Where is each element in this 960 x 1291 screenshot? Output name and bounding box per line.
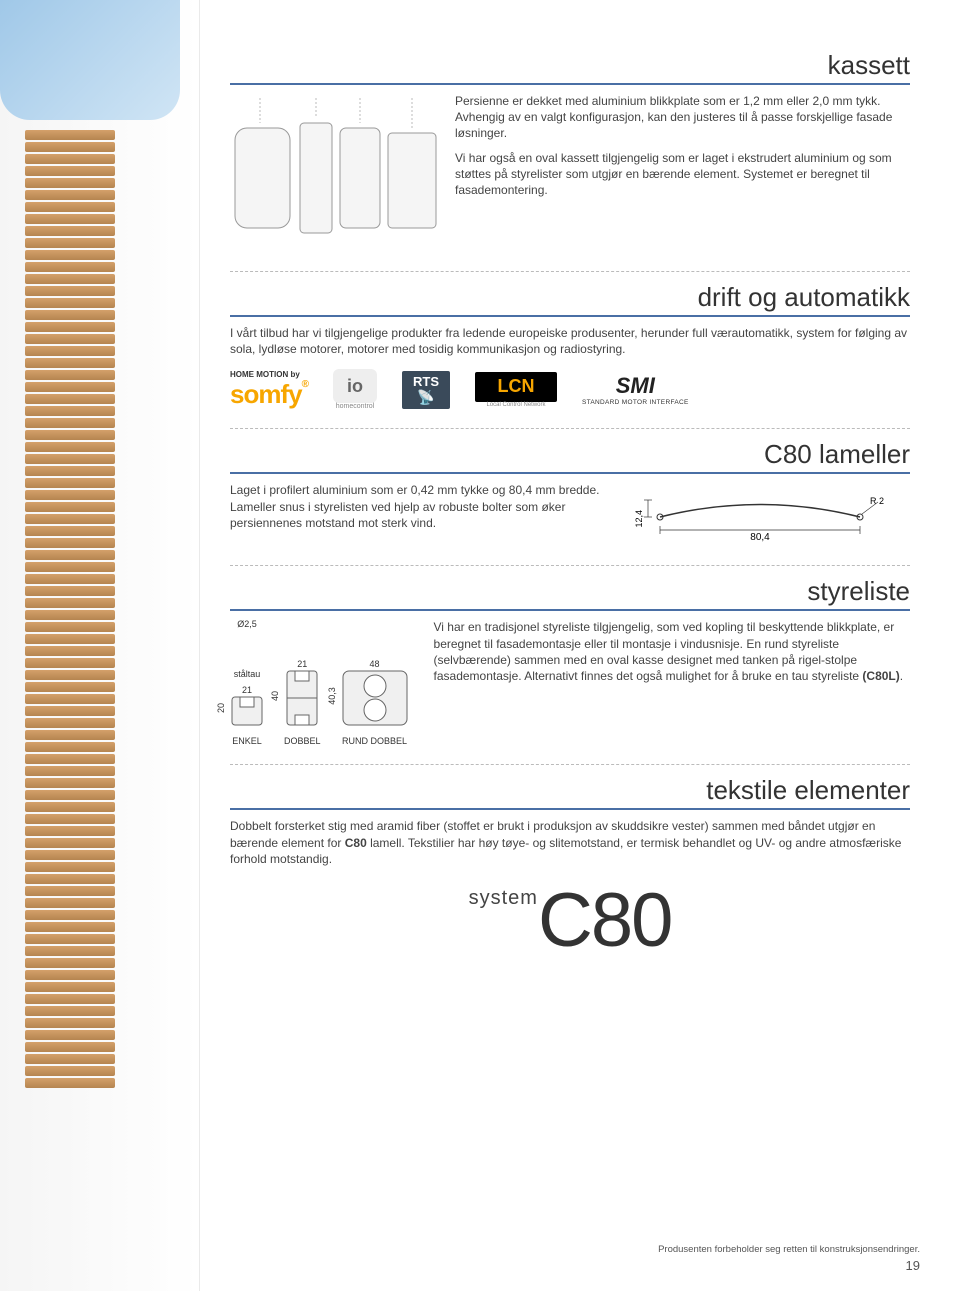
page-number: 19 (658, 1258, 920, 1273)
tekstile-title: tekstile elementer (230, 775, 910, 810)
blind-slats-render: for(let i=0;i<80;i++)document.write('<di… (25, 130, 115, 1230)
enkel-hole: Ø2,5 (230, 619, 264, 629)
io-sub: homecontrol (336, 403, 375, 410)
styreliste-title: styreliste (230, 576, 910, 611)
rund-label: RUND DOBBEL (341, 736, 409, 746)
section-lameller: C80 lameller Laget i profilert aluminium… (230, 439, 910, 547)
section-kassett: kassett Persienne er dekket med aluminiu… (230, 50, 910, 253)
section-drift: drift og automatikk I vårt tilbud har vi… (230, 282, 910, 410)
section-tekstile: tekstile elementer Dobbelt forsterket st… (230, 775, 910, 867)
system-brand: systemC80 (230, 887, 910, 955)
tekstile-body: Dobbelt forsterket stig med aramid fiber… (230, 818, 910, 867)
lamell-width-label: 80,4 (750, 532, 770, 542)
styreliste-diagrams: Ø2,5 ståltau 21 20 ENKEL 21 40 (230, 619, 409, 746)
lameller-title: C80 lameller (230, 439, 910, 474)
divider (230, 764, 910, 765)
svg-text:R 2: R 2 (870, 496, 884, 506)
enkel-h: 20 (216, 703, 226, 713)
logo-lcn: LCN Local Control Network (475, 372, 557, 408)
divider (230, 271, 910, 272)
divider (230, 565, 910, 566)
svg-text:12,4: 12,4 (634, 510, 644, 528)
kassett-para2: Vi har også en oval kassett tilgjengelig… (455, 150, 910, 199)
lameller-profile-diagram: 80,4 12,4 R 2 (630, 482, 890, 547)
somfy-word: somfy® (230, 379, 308, 410)
blind-cassette-render (0, 0, 180, 120)
section-styreliste: styreliste Ø2,5 ståltau 21 20 ENKEL 21 (230, 576, 910, 746)
brand-small: system (469, 887, 538, 909)
logo-somfy: HOME MOTION by somfy® (230, 370, 308, 410)
brand-logos-row: HOME MOTION by somfy® io homecontrol RTS… (230, 369, 910, 410)
logo-io: io homecontrol (333, 369, 377, 410)
lcn-text: LCN (497, 376, 534, 397)
rts-text: RTS (413, 374, 439, 389)
dobbel-label: DOBBEL (284, 736, 321, 746)
kassett-profile-diagram (230, 93, 440, 253)
kassett-para1: Persienne er dekket med aluminium blikkp… (455, 93, 910, 142)
lameller-body: Laget i profilert aluminium som er 0,42 … (230, 482, 610, 547)
drift-title: drift og automatikk (230, 282, 910, 317)
rund-w: 48 (341, 659, 409, 669)
smi-sub: STANDARD MOTOR INTERFACE (582, 399, 689, 406)
page-footer: Produsenten forbeholder seg retten til k… (658, 1244, 920, 1273)
logo-smi: SMI STANDARD MOTOR INTERFACE (582, 373, 689, 406)
divider (230, 428, 910, 429)
logo-rts: RTS 📡 (402, 371, 450, 409)
enkel-wire: ståltau (230, 669, 264, 679)
dobbel-h: 40 (270, 691, 280, 701)
dobbel-w: 21 (284, 659, 321, 669)
drift-body: I vårt tilbud har vi tilgjengelige produ… (230, 325, 910, 357)
kassett-body: Persienne er dekket med aluminium blikkp… (455, 93, 910, 206)
brand-big: C80 (538, 878, 671, 963)
somfy-tagline: HOME MOTION by (230, 370, 300, 379)
enkel-label: ENKEL (230, 736, 264, 746)
lcn-sub: Local Control Network (486, 402, 545, 408)
kassett-title: kassett (230, 50, 910, 85)
footer-disclaimer: Produsenten forbeholder seg retten til k… (658, 1244, 920, 1255)
left-render-illustration: for(let i=0;i<80;i++)document.write('<di… (0, 0, 200, 1291)
enkel-w: 21 (230, 685, 264, 695)
rund-h: 40,3 (326, 688, 336, 706)
styreliste-body: Vi har en tradisjonel styreliste tilgjen… (434, 619, 910, 746)
